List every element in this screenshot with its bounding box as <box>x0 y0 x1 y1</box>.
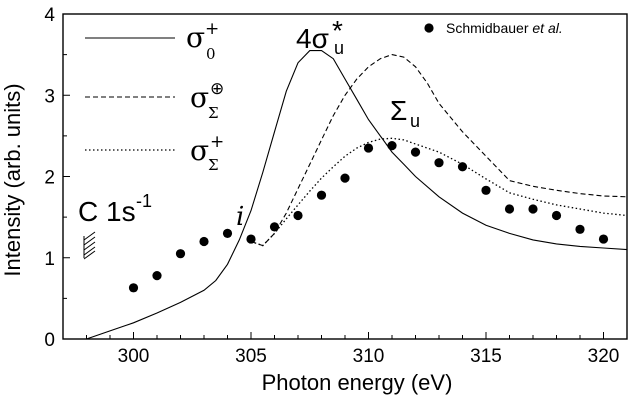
annotation-4sigma-u-sub: u <box>334 38 344 58</box>
legend-sub-0: 0 <box>206 45 216 63</box>
data-point-schmidbauer <box>504 204 515 214</box>
y-tick-label: 3 <box>44 86 55 107</box>
data-point-schmidbauer <box>128 283 139 293</box>
legend-symbol-1: σ <box>190 81 209 114</box>
y-axis-title: Intensity (arb. units) <box>0 83 25 276</box>
legend-symbol-0: σ <box>186 21 205 54</box>
data-point-schmidbauer <box>363 143 374 153</box>
x-tick-label: 315 <box>470 346 502 367</box>
data-point-schmidbauer <box>457 162 468 172</box>
x-tick-label: 305 <box>235 346 267 367</box>
data-point-schmidbauer <box>340 173 350 183</box>
annotations: 4σ u * Σ u C 1s -1 i <box>78 15 420 260</box>
reference-markers <box>128 141 609 293</box>
legend-symbol-2: σ <box>190 134 209 167</box>
hatch-marker <box>83 231 96 260</box>
data-point-schmidbauer <box>293 210 303 221</box>
data-point-schmidbauer <box>481 185 491 195</box>
annotation-sigma-u-sub: u <box>410 111 420 131</box>
y-tick-label: 2 <box>44 168 55 189</box>
x-tick-label: 310 <box>353 346 385 367</box>
x-axis: 300 305 310 315 320 <box>62 332 628 367</box>
series-sigma0-line <box>86 50 628 340</box>
legend-marker-schmidbauer <box>424 23 434 33</box>
y-tick-label: 1 <box>44 249 55 270</box>
data-point-schmidbauer <box>222 228 233 238</box>
data-point-schmidbauer <box>434 158 444 168</box>
legend-sup-2: + <box>210 132 224 152</box>
data-point-schmidbauer <box>199 236 209 247</box>
data-point-schmidbauer <box>575 224 585 234</box>
legend-sub-1: Σ <box>208 104 219 122</box>
legend: σ + 0 σ ⊕ Σ σ + Σ Schmidbauer et al. <box>85 19 563 174</box>
y-tick-label: 4 <box>44 5 55 26</box>
series-sigma-sigma-oplus-line <box>250 54 628 247</box>
data-point-schmidbauer <box>246 234 256 244</box>
x-axis-title: Photon energy (eV) <box>262 370 453 395</box>
x-tick-label: 300 <box>118 346 150 367</box>
data-point-schmidbauer <box>152 271 162 281</box>
data-point-schmidbauer <box>175 249 186 259</box>
x-tick-label: 320 <box>588 346 620 367</box>
series-sigma-sigma-plus-line <box>250 137 628 247</box>
data-point-schmidbauer <box>316 190 327 200</box>
annotation-i: i <box>236 202 244 232</box>
data-point-schmidbauer <box>598 234 609 244</box>
legend-sub-2: Σ <box>208 156 219 174</box>
annotation-4sigma-u: 4σ <box>296 23 329 54</box>
data-point-schmidbauer <box>410 147 421 157</box>
series-layer <box>86 50 628 340</box>
annotation-c1s-sup: -1 <box>136 191 152 211</box>
data-point-schmidbauer <box>269 222 280 232</box>
data-point-schmidbauer <box>551 210 562 221</box>
legend-sup-1: ⊕ <box>210 79 224 99</box>
y-tick-label: 0 <box>44 330 55 351</box>
y-axis: 0 1 2 3 4 <box>44 5 70 351</box>
legend-label-schmidbauer: Schmidbauer et al. <box>446 20 563 36</box>
annotation-4sigma-u-sup: * <box>332 15 343 46</box>
data-point-schmidbauer <box>387 141 397 151</box>
data-point-schmidbauer <box>528 204 538 214</box>
legend-sup-0: + <box>205 19 219 39</box>
annotation-sigma-u: Σ <box>390 95 407 126</box>
annotation-c1s: C 1s <box>78 196 136 227</box>
